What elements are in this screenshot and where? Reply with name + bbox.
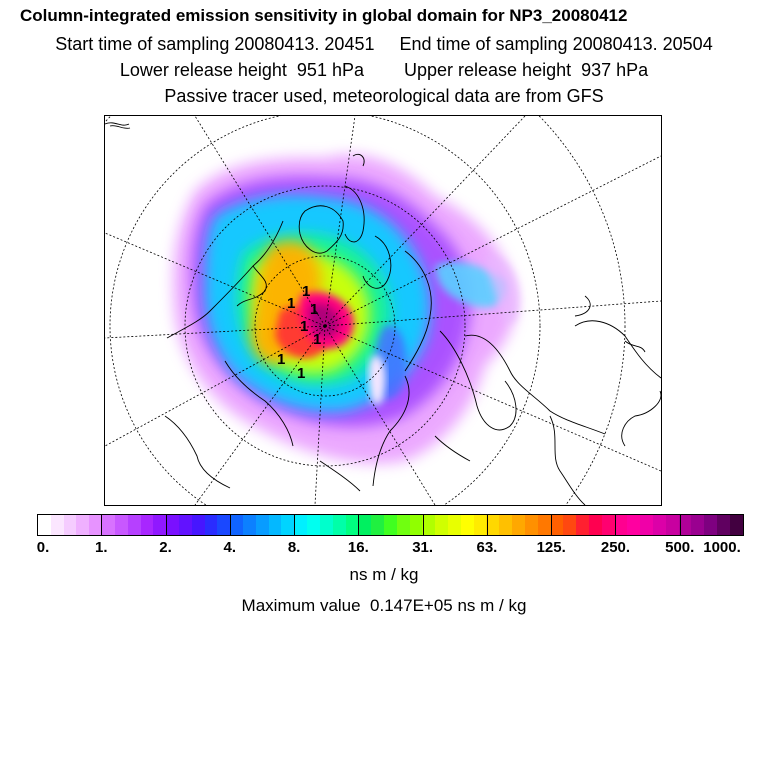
color-scale-divider bbox=[486, 515, 488, 535]
color-scale-tick-label: 250. bbox=[600, 539, 631, 556]
units-label: ns m / kg bbox=[349, 565, 419, 584]
color-scale-tick-label: 63. bbox=[476, 539, 498, 556]
contour-label: 1 bbox=[287, 295, 295, 312]
color-scale-segment bbox=[89, 515, 103, 535]
color-scale-segment bbox=[653, 515, 666, 535]
color-scale-tick-label: 1. bbox=[95, 539, 108, 556]
contour-label: 1 bbox=[310, 301, 318, 318]
color-scale-segment bbox=[307, 515, 320, 535]
color-scale-segment bbox=[563, 515, 577, 535]
sensitivity-field bbox=[173, 154, 520, 464]
contour-label: 1 bbox=[297, 365, 305, 382]
color-scale-tick-labels: 0. 1. 2. 4. 8. 16. 31. 63. 125. 250. 500. 1000. bbox=[0, 539, 768, 559]
color-scale-segment bbox=[332, 515, 346, 535]
color-scale-segment bbox=[127, 515, 141, 535]
contour-label: 1 bbox=[313, 331, 321, 348]
color-scale-segment bbox=[640, 515, 653, 535]
sampling-time-line: Start time of sampling 20080413. 20451 E… bbox=[55, 34, 713, 54]
color-scale-segment bbox=[486, 515, 500, 535]
color-scale-divider bbox=[165, 515, 167, 535]
color-scale-tick-label: 4. bbox=[223, 539, 237, 556]
color-scale-segment bbox=[38, 515, 51, 535]
color-scale-segment bbox=[512, 515, 525, 535]
color-scale-divider bbox=[422, 515, 424, 535]
color-scale-segment bbox=[358, 515, 372, 535]
color-scale-segment bbox=[371, 515, 384, 535]
color-scale-segment bbox=[665, 515, 679, 535]
color-scale-segment bbox=[255, 515, 269, 535]
color-scale-segment bbox=[614, 515, 628, 535]
color-scale-tick-label: 0. bbox=[36, 539, 50, 556]
color-scale-segment bbox=[409, 515, 423, 535]
color-scale-segment bbox=[140, 515, 154, 535]
color-scale-segment bbox=[576, 515, 589, 535]
color-scale-segment bbox=[102, 515, 115, 535]
color-scale-tick-label: 8. bbox=[287, 539, 301, 556]
contour-label: 1 bbox=[302, 283, 310, 300]
color-scale-segment bbox=[383, 515, 397, 535]
color-scale-segment bbox=[230, 515, 243, 535]
color-scale-segment bbox=[729, 515, 743, 535]
color-scale-segment bbox=[153, 515, 167, 535]
map-canvas: 1 1 1 1 1 1 1 bbox=[105, 116, 661, 505]
tracer-note-line: Passive tracer used, meteorological data… bbox=[164, 86, 604, 106]
color-scale-divider bbox=[229, 515, 231, 535]
color-scale-tick-label: 1000. bbox=[703, 539, 741, 556]
sensitivity-map: 1 1 1 1 1 1 1 bbox=[104, 115, 662, 506]
color-scale-segment bbox=[114, 515, 128, 535]
color-scale-divider bbox=[615, 515, 617, 535]
color-scale-segment bbox=[537, 515, 551, 535]
color-scale-segment bbox=[460, 515, 474, 535]
color-scale-segment bbox=[204, 515, 218, 535]
color-scale-segment bbox=[499, 515, 513, 535]
color-scale-divider bbox=[294, 515, 296, 535]
color-scale-segment bbox=[178, 515, 192, 535]
color-scale-segment bbox=[345, 515, 359, 535]
coastlines bbox=[105, 122, 661, 505]
color-scale-segment bbox=[588, 515, 602, 535]
color-scale-segment bbox=[717, 515, 730, 535]
color-scale-segment bbox=[435, 515, 448, 535]
color-scale-tick-label: 125. bbox=[536, 539, 566, 556]
color-scale-segment bbox=[243, 515, 256, 535]
color-scale-segment bbox=[704, 515, 718, 535]
color-scale-segment bbox=[63, 515, 77, 535]
contour-label: 1 bbox=[300, 318, 308, 335]
color-scale-segment bbox=[76, 515, 90, 535]
color-scale-segment bbox=[473, 515, 487, 535]
color-scale-segment bbox=[627, 515, 641, 535]
color-scale-segment bbox=[396, 515, 410, 535]
color-scale-segment bbox=[268, 515, 282, 535]
color-scale-segment bbox=[166, 515, 179, 535]
color-scale-segment bbox=[281, 515, 295, 535]
color-scale-tick-label: 2. bbox=[159, 539, 172, 556]
contour-labels: 1 1 1 1 1 1 1 bbox=[277, 283, 321, 382]
contour-label: 1 bbox=[277, 351, 285, 368]
color-scale-tick-label: 16. bbox=[347, 539, 369, 556]
color-scale-segment bbox=[422, 515, 436, 535]
color-scale-tick-label: 31. bbox=[412, 539, 434, 556]
color-scale-divider bbox=[679, 515, 681, 535]
color-scale-segment bbox=[524, 515, 538, 535]
color-scale-segment bbox=[50, 515, 64, 535]
color-scale-segment bbox=[678, 515, 692, 535]
color-scale-segment bbox=[217, 515, 231, 535]
color-scale-bar bbox=[37, 514, 744, 536]
color-scale-segment bbox=[550, 515, 564, 535]
color-scale-segment bbox=[294, 515, 308, 535]
color-scale-divider bbox=[101, 515, 103, 535]
color-scale-segment bbox=[191, 515, 205, 535]
release-height-line: Lower release height 951 hPa Upper relea… bbox=[119, 60, 649, 80]
maximum-value-label: Maximum value 0.147E+05 ns m / kg bbox=[241, 596, 527, 615]
color-scale-tick-label: 500. bbox=[665, 539, 695, 556]
color-scale-segment bbox=[448, 515, 461, 535]
graticule bbox=[105, 116, 661, 505]
color-scale-divider bbox=[551, 515, 553, 535]
color-scale-segment bbox=[691, 515, 705, 535]
color-scale-divider bbox=[358, 515, 360, 535]
plot-title: Column-integrated emission sensitivity i… bbox=[20, 6, 628, 25]
color-scale-segment bbox=[319, 515, 333, 535]
color-scale-segment bbox=[601, 515, 615, 535]
